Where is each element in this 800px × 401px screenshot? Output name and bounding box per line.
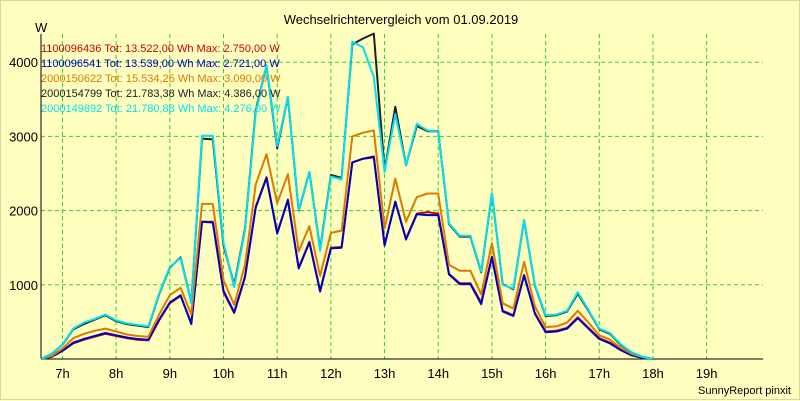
y-tick-label: 3000 bbox=[9, 129, 38, 144]
series-group bbox=[40, 32, 654, 360]
y-axis-unit: W bbox=[35, 20, 48, 35]
series-line-5 bbox=[40, 40, 654, 360]
x-tick-label: 8h bbox=[109, 366, 123, 381]
x-tick-label: 12h bbox=[320, 366, 342, 381]
x-tick-label: 7h bbox=[55, 366, 69, 381]
legend-entry-5: 2000149892 Tot: 21.780,88 Wh Max: 4.276,… bbox=[41, 103, 281, 115]
series-line-2 bbox=[40, 156, 654, 360]
x-tick-label: 16h bbox=[535, 366, 557, 381]
x-tick-label: 19h bbox=[696, 366, 718, 381]
x-tick-label: 17h bbox=[588, 366, 610, 381]
y-tick-label: 2000 bbox=[9, 204, 38, 219]
legend: 1100096436 Tot: 13.522,00 Wh Max: 2.750,… bbox=[41, 42, 281, 117]
legend-entry-2: 1100096541 Tot: 13.539,00 Wh Max: 2.721,… bbox=[41, 58, 280, 70]
x-tick-label: 10h bbox=[213, 366, 235, 381]
legend-entry-4: 2000154799 Tot: 21.783,38 Wh Max: 4.386,… bbox=[41, 88, 281, 100]
x-tick-label: 11h bbox=[267, 366, 288, 381]
tick-labels: 7h 8h 9h 10h 11h 12h 13h 14h 15h 16h 17h 18h 19h 1000… bbox=[9, 55, 717, 381]
chart-title: Wechselrichtervergleich vom 01.09.2019 bbox=[283, 12, 519, 27]
x-tick-label: 14h bbox=[427, 366, 449, 381]
axes bbox=[40, 34, 763, 360]
legend-entry-3: 2000150622 Tot: 15.534,25 Wh Max: 3.090,… bbox=[41, 73, 281, 85]
y-tick-label: 4000 bbox=[9, 55, 38, 70]
x-tick-label: 9h bbox=[163, 366, 177, 381]
x-tick-label: 18h bbox=[642, 366, 664, 381]
credit-label: SunnyReport pinxit bbox=[698, 385, 791, 397]
x-tick-label: 15h bbox=[481, 366, 503, 381]
x-tick-label: 13h bbox=[374, 366, 396, 381]
series-line-3 bbox=[40, 129, 654, 360]
y-tick-label: 1000 bbox=[9, 278, 38, 293]
legend-entry-1: 1100096436 Tot: 13.522,00 Wh Max: 2.750,… bbox=[41, 43, 280, 55]
